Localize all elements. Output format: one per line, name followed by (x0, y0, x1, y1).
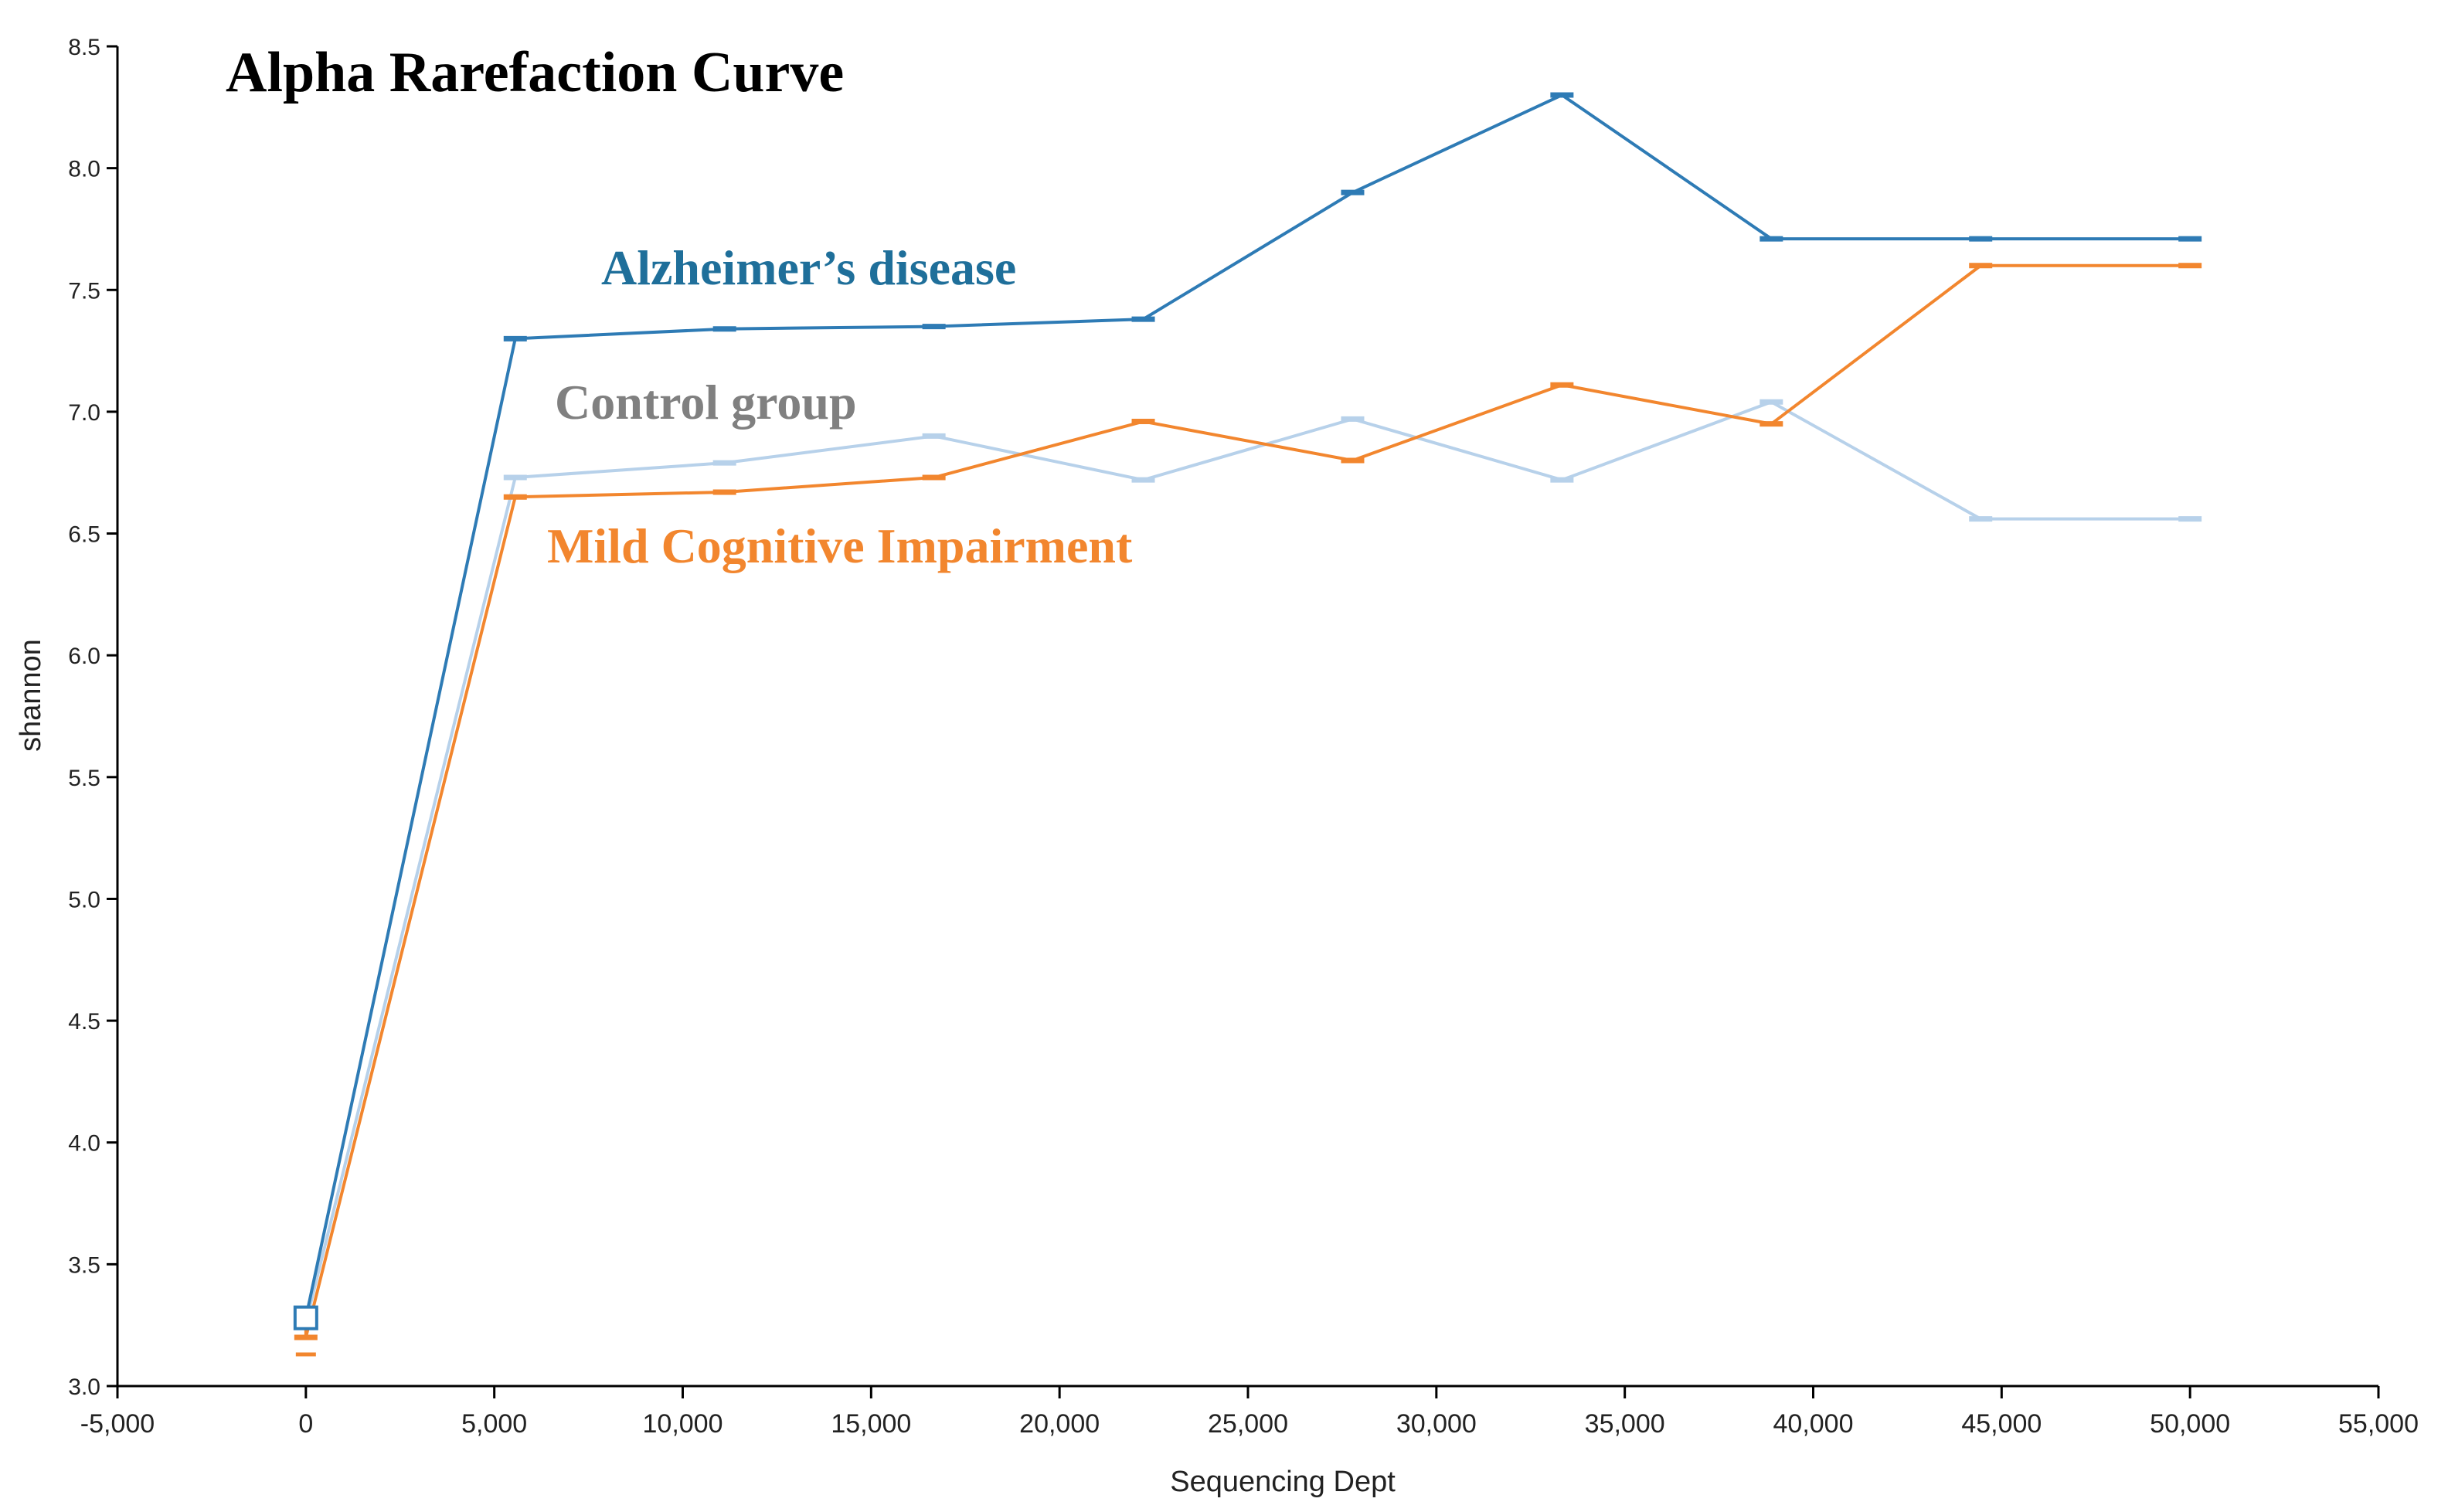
x-tick-label: 0 (298, 1409, 313, 1439)
y-tick-label: 3.5 (68, 1252, 100, 1278)
y-tick-label: 4.5 (68, 1009, 100, 1035)
x-axis-title: Sequencing Dept (1170, 1466, 1396, 1498)
y-tick-label: 3.0 (68, 1374, 100, 1400)
x-tick-label: 10,000 (643, 1409, 723, 1439)
x-tick-label: 35,000 (1585, 1409, 1665, 1439)
x-tick-label: -5,000 (80, 1409, 155, 1439)
x-tick-label: 25,000 (1208, 1409, 1288, 1439)
series-label-mci: Mild Cognitive Impairment (547, 518, 1133, 573)
series-line (304, 93, 2191, 1319)
y-tick-label: 5.0 (68, 887, 100, 912)
y-axis-title: shannon (15, 639, 47, 752)
axes: -5,000 0 5,000 10,000 15,000 20,000 25,000 30,0… (68, 35, 2419, 1439)
x-tick-label: 30,000 (1396, 1409, 1477, 1439)
y-tick-label: 6.5 (68, 522, 100, 548)
y-tick-label: 7.0 (68, 400, 100, 426)
y-tick-label: 8.0 (68, 157, 100, 182)
series-label-alzheimers: Alzheimer’s disease (601, 240, 1016, 295)
origin-marker (293, 1305, 318, 1330)
x-tick-label: 40,000 (1773, 1409, 1854, 1439)
series-points (293, 92, 2202, 1357)
series-label-control: Control group (555, 375, 857, 430)
y-tick-label: 5.5 (68, 766, 100, 791)
y-tick-label: 8.5 (68, 35, 100, 60)
series-lines (304, 93, 2191, 1338)
x-tick-label: 55,000 (2338, 1409, 2419, 1439)
x-tick-label: 20,000 (1019, 1409, 1100, 1439)
x-tick-label: 45,000 (1961, 1409, 2042, 1439)
x-tick-label: 50,000 (2150, 1409, 2230, 1439)
y-tick-label: 6.0 (68, 644, 100, 669)
chart-title: Alpha Rarefaction Curve (226, 41, 844, 104)
series-line (304, 400, 2191, 1323)
x-tick-label: 15,000 (831, 1409, 911, 1439)
x-tick-label: 5,000 (461, 1409, 527, 1439)
y-tick-label: 4.0 (68, 1131, 100, 1157)
y-tick-label: 7.5 (68, 278, 100, 304)
series-line (304, 263, 2191, 1338)
